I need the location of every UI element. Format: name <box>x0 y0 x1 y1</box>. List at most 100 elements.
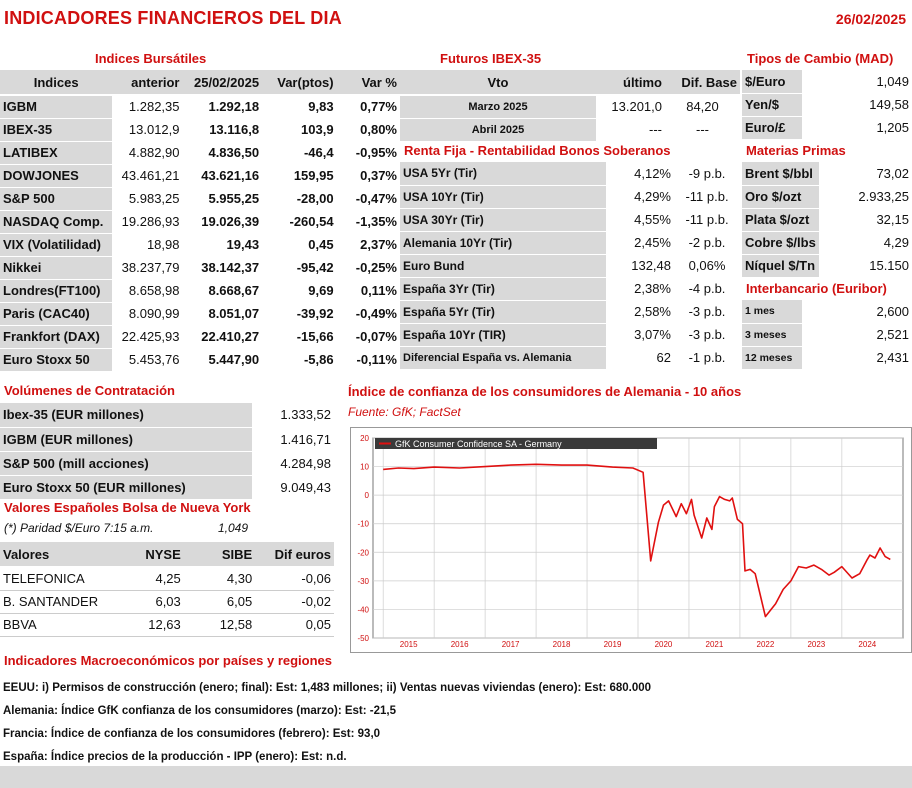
x-tick-label: 2018 <box>553 640 571 649</box>
index-anterior: 1.282,35 <box>112 95 183 119</box>
bond-change: -2 p.b. <box>674 231 740 255</box>
interbancario-section-title: Interbancario (Euribor) <box>746 281 887 296</box>
index-close: 19,43 <box>182 233 263 257</box>
bond-name: España 10Yr (TIR) <box>400 323 606 347</box>
tipos-cambio-table: $/Euro 1,049 Yen/$ 149,58 Euro/£ 1,205 <box>742 70 912 140</box>
ny-header-sibe: SIBE <box>183 542 256 568</box>
futuros-section-title: Futuros IBEX-35 <box>440 51 542 66</box>
volumen-value: 4.284,98 <box>252 451 334 476</box>
macro-line: España: Índice precios de la producción … <box>0 745 912 768</box>
index-anterior: 38.237,79 <box>112 256 183 280</box>
volumen-row: Euro Stoxx 50 (EUR millones) 9.049,43 <box>0 475 334 500</box>
y-tick-label: -30 <box>357 577 369 586</box>
volumen-value: 1.416,71 <box>252 427 334 452</box>
index-row: Paris (CAC40) 8.090,99 8.051,07 -39,92 -0,49… <box>0 302 400 326</box>
index-var-ptos: -28,00 <box>262 187 337 211</box>
x-tick-label: 2022 <box>757 640 775 649</box>
index-name: Frankfort (DAX) <box>0 325 113 349</box>
macro-table: EEUU: i) Permisos de construcción (enero… <box>0 676 912 768</box>
bond-change: -9 p.b. <box>674 162 740 186</box>
volumen-row: S&P 500 (mill acciones) 4.284,98 <box>0 451 334 476</box>
tipos-cambio-value: 1,205 <box>802 116 912 140</box>
index-row: Euro Stoxx 50 5.453,76 5.447,90 -5,86 -0,11% <box>0 348 400 372</box>
bond-value: 2,45% <box>606 231 674 255</box>
y-tick-label: -20 <box>357 548 369 557</box>
bond-name: USA 30Yr (Tir) <box>400 208 606 232</box>
index-var-ptos: 0,45 <box>262 233 337 257</box>
index-var-pct: -0,07% <box>336 325 400 349</box>
x-tick-label: 2017 <box>502 640 520 649</box>
indices-table: Indices anterior 25/02/2025 Var(ptos) Va… <box>0 70 400 372</box>
index-var-pct: -0,11% <box>336 348 400 372</box>
bond-name: USA 10Yr (Tir) <box>400 185 606 209</box>
index-row: Londres(FT100) 8.658,98 8.668,67 9,69 0,11% <box>0 279 400 303</box>
page-title: INDICADORES FINANCIEROS DEL DIA <box>4 8 342 28</box>
bond-value: 62 <box>606 346 674 370</box>
y-tick-label: 10 <box>360 463 369 472</box>
index-name: LATIBEX <box>0 141 113 165</box>
index-row: DOWJONES 43.461,21 43.621,16 159,95 0,37% <box>0 164 400 188</box>
renta-fija-table: USA 5Yr (Tir) 4,12% -9 p.b. USA 10Yr (Tir) 4… <box>400 162 740 370</box>
ny-sibe: 6,05 <box>183 590 256 614</box>
bond-value: 4,29% <box>606 185 674 209</box>
interbancario-row: 12 meses 2,431 <box>742 346 912 370</box>
index-anterior: 8.658,98 <box>112 279 183 303</box>
materias-primas-value: 73,02 <box>818 162 912 186</box>
ny-row: B. SANTANDER 6,03 6,05 -0,02 <box>0 590 334 614</box>
tipos-cambio-section-title: Tipos de Cambio (MAD) <box>747 51 894 66</box>
volumen-label: Euro Stoxx 50 (EUR millones) <box>0 475 252 500</box>
tipos-cambio-value: 1,049 <box>802 70 912 94</box>
macro-line: EEUU: i) Permisos de construcción (enero… <box>0 676 912 699</box>
index-var-ptos: -46,4 <box>262 141 337 165</box>
bond-name: Alemania 10Yr (Tir) <box>400 231 606 255</box>
interbancario-value: 2,521 <box>802 323 912 347</box>
bond-name: Diferencial España vs. Alemania <box>400 346 606 370</box>
ny-header-valores: Valores <box>0 542 122 568</box>
tipos-cambio-label: Yen/$ <box>742 93 802 117</box>
consumer-confidence-chart: 20 10 0 -10 -20 -30 -40 -50 2015 2016 2017 2018 2019… <box>350 427 912 653</box>
ny-header-dif: Dif euros <box>255 542 334 568</box>
index-anterior: 4.882,90 <box>112 141 183 165</box>
renta-fija-row: Diferencial España vs. Alemania 62 -1 p.b. <box>400 346 740 370</box>
renta-fija-row: USA 30Yr (Tir) 4,55% -11 p.b. <box>400 208 740 232</box>
futuro-row: Abril 2025 --- --- <box>400 118 740 142</box>
indices-header-anterior: anterior <box>112 70 183 96</box>
index-row: VIX (Volatilidad) 18,98 19,43 0,45 2,37% <box>0 233 400 257</box>
ny-valor: B. SANTANDER <box>0 590 122 614</box>
y-tick-label: 0 <box>365 491 370 500</box>
chart-svg: 20 10 0 -10 -20 -30 -40 -50 2015 2016 2017 2018 2019… <box>357 434 904 649</box>
ny-nyse: 4,25 <box>121 567 184 591</box>
volumen-label: S&P 500 (mill acciones) <box>0 451 252 476</box>
index-var-ptos: 103,9 <box>262 118 337 142</box>
x-tick-label: 2023 <box>807 640 825 649</box>
index-anterior: 18,98 <box>112 233 183 257</box>
ny-dif: 0,05 <box>255 613 334 637</box>
bond-change: -3 p.b. <box>674 323 740 347</box>
index-name: Londres(FT100) <box>0 279 113 303</box>
index-var-pct: 2,37% <box>336 233 400 257</box>
volumen-label: Ibex-35 (EUR millones) <box>0 403 252 428</box>
chart-source: Fuente: GfK; FactSet <box>348 405 461 419</box>
ny-dif: -0,02 <box>255 590 334 614</box>
materias-primas-section-title: Materias Primas <box>746 143 846 158</box>
materias-primas-row: Cobre $/lbs 4,29 <box>742 231 912 255</box>
materias-primas-value: 32,15 <box>818 208 912 232</box>
materias-primas-row: Níquel $/Tn 15.150 <box>742 254 912 278</box>
bond-name: España 5Yr (Tir) <box>400 300 606 324</box>
index-row: IBEX-35 13.012,9 13.116,8 103,9 0,80% <box>0 118 400 142</box>
index-var-ptos: 9,83 <box>262 95 337 119</box>
futuro-vto: Marzo 2025 <box>400 95 596 119</box>
indices-header-var-pct: Var % <box>336 70 400 96</box>
index-var-pct: -0,49% <box>336 302 400 326</box>
bond-change: -11 p.b. <box>674 208 740 232</box>
index-close: 5.447,90 <box>182 348 263 372</box>
volumen-row: IGBM (EUR millones) 1.416,71 <box>0 427 334 452</box>
futuros-header-dif-base: Dif. Base <box>665 70 740 96</box>
index-var-pct: 0,37% <box>336 164 400 188</box>
index-var-ptos: -39,92 <box>262 302 337 326</box>
volumen-value: 1.333,52 <box>252 403 334 428</box>
index-row: S&P 500 5.983,25 5.955,25 -28,00 -0,47% <box>0 187 400 211</box>
x-tick-label: 2016 <box>451 640 469 649</box>
x-tick-label: 2019 <box>604 640 622 649</box>
y-tick-label: -40 <box>357 605 369 614</box>
